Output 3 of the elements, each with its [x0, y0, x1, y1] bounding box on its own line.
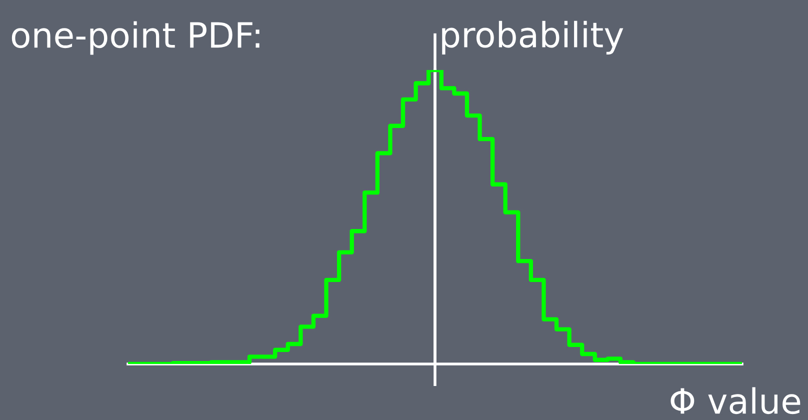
chart-title: one-point PDF: [12, 21, 260, 55]
x-axis-title: Φ value [670, 387, 800, 414]
y-axis-title: probability [442, 20, 624, 54]
